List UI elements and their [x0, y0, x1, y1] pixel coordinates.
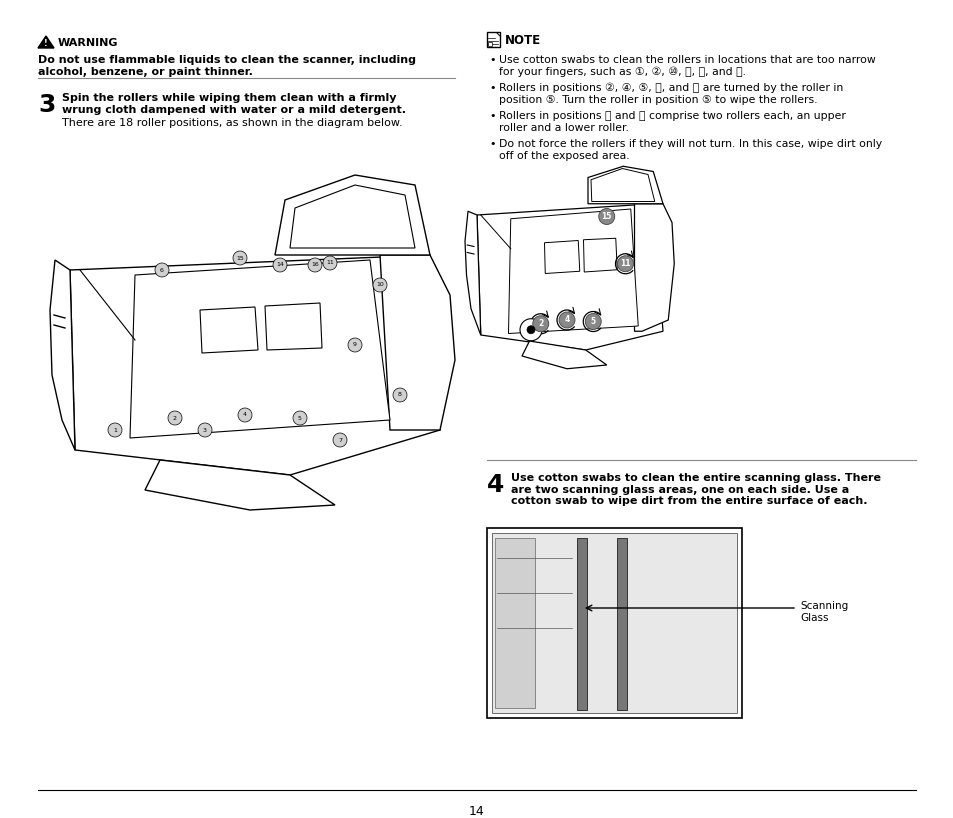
Bar: [486, 528, 741, 718]
Text: •: •: [489, 83, 495, 93]
Text: 4: 4: [486, 473, 504, 497]
Text: 3: 3: [38, 93, 55, 117]
Polygon shape: [496, 32, 499, 36]
Circle shape: [558, 312, 575, 328]
Text: 11: 11: [326, 260, 334, 266]
Circle shape: [348, 338, 361, 352]
Text: 11: 11: [619, 259, 630, 268]
Text: 10: 10: [375, 282, 383, 287]
Polygon shape: [70, 255, 439, 475]
Text: 2: 2: [537, 319, 543, 328]
Text: 2: 2: [172, 416, 177, 420]
Text: •: •: [489, 111, 495, 121]
Text: 15: 15: [236, 255, 244, 260]
Polygon shape: [486, 32, 499, 47]
Polygon shape: [145, 460, 335, 510]
Text: 6: 6: [160, 267, 164, 272]
Text: 5: 5: [297, 416, 301, 420]
Circle shape: [519, 319, 541, 341]
Polygon shape: [464, 211, 480, 335]
Circle shape: [293, 411, 307, 425]
Polygon shape: [587, 166, 662, 204]
Circle shape: [108, 423, 122, 437]
Text: 3: 3: [203, 428, 207, 433]
Polygon shape: [130, 260, 390, 438]
Text: 14: 14: [275, 263, 284, 267]
Polygon shape: [544, 240, 579, 273]
Circle shape: [373, 278, 387, 292]
Polygon shape: [508, 209, 638, 334]
Text: Rollers in positions ⑬ and ⑭ comprise two rollers each, an upper
roller and a lo: Rollers in positions ⑬ and ⑭ comprise tw…: [498, 111, 845, 133]
Polygon shape: [265, 303, 322, 350]
Circle shape: [308, 258, 322, 272]
Polygon shape: [521, 341, 606, 369]
Bar: [488, 42, 492, 46]
Bar: [492, 533, 737, 713]
Circle shape: [168, 411, 182, 425]
Text: !: !: [44, 38, 48, 47]
Polygon shape: [476, 204, 662, 350]
Bar: [617, 538, 626, 710]
Text: 9: 9: [353, 343, 356, 348]
Text: Scanning
Glass: Scanning Glass: [800, 601, 847, 622]
Text: 15: 15: [601, 212, 611, 221]
Circle shape: [233, 251, 247, 265]
Polygon shape: [290, 185, 415, 248]
Text: 1: 1: [113, 428, 117, 433]
Text: NOTE: NOTE: [504, 34, 540, 47]
Polygon shape: [379, 255, 455, 430]
Polygon shape: [200, 307, 257, 353]
Text: 16: 16: [311, 263, 318, 267]
Circle shape: [393, 388, 407, 402]
Bar: [577, 538, 586, 710]
Text: 8: 8: [397, 393, 401, 398]
Polygon shape: [590, 169, 654, 201]
Text: 4: 4: [243, 412, 247, 417]
Text: Rollers in positions ②, ④, ⑤, ⑪, and ⑯ are turned by the roller in
position ⑤. T: Rollers in positions ②, ④, ⑤, ⑪, and ⑯ a…: [498, 83, 842, 105]
Circle shape: [198, 423, 212, 437]
Text: 4: 4: [564, 316, 569, 325]
Polygon shape: [274, 175, 430, 255]
Circle shape: [617, 256, 633, 272]
Text: Do not use flammable liquids to clean the scanner, including
alcohol, benzene, o: Do not use flammable liquids to clean th…: [38, 55, 416, 77]
Text: •: •: [489, 139, 495, 149]
Text: There are 18 roller positions, as shown in the diagram below.: There are 18 roller positions, as shown …: [62, 118, 402, 128]
Circle shape: [532, 316, 548, 332]
Circle shape: [598, 209, 614, 224]
Bar: [495, 538, 535, 708]
Circle shape: [154, 263, 169, 277]
Circle shape: [237, 408, 252, 422]
Polygon shape: [634, 204, 674, 331]
Circle shape: [526, 326, 535, 334]
Text: WARNING: WARNING: [58, 38, 118, 48]
Circle shape: [323, 256, 336, 270]
Text: •: •: [489, 55, 495, 65]
Text: Do not force the rollers if they will not turn. In this case, wipe dirt only
off: Do not force the rollers if they will no…: [498, 139, 882, 160]
Circle shape: [273, 258, 287, 272]
Text: 5: 5: [590, 317, 596, 326]
Circle shape: [584, 313, 600, 330]
Text: Spin the rollers while wiping them clean with a firmly
wrung cloth dampened with: Spin the rollers while wiping them clean…: [62, 93, 406, 115]
Text: Use cotton swabs to clean the rollers in locations that are too narrow
for your : Use cotton swabs to clean the rollers in…: [498, 55, 875, 77]
Polygon shape: [583, 238, 617, 272]
Text: Use cotton swabs to clean the entire scanning glass. There
are two scanning glas: Use cotton swabs to clean the entire sca…: [511, 473, 880, 506]
Polygon shape: [38, 36, 54, 48]
Circle shape: [333, 433, 347, 447]
Text: 7: 7: [337, 438, 341, 443]
Polygon shape: [50, 260, 75, 450]
Text: 14: 14: [469, 805, 484, 818]
